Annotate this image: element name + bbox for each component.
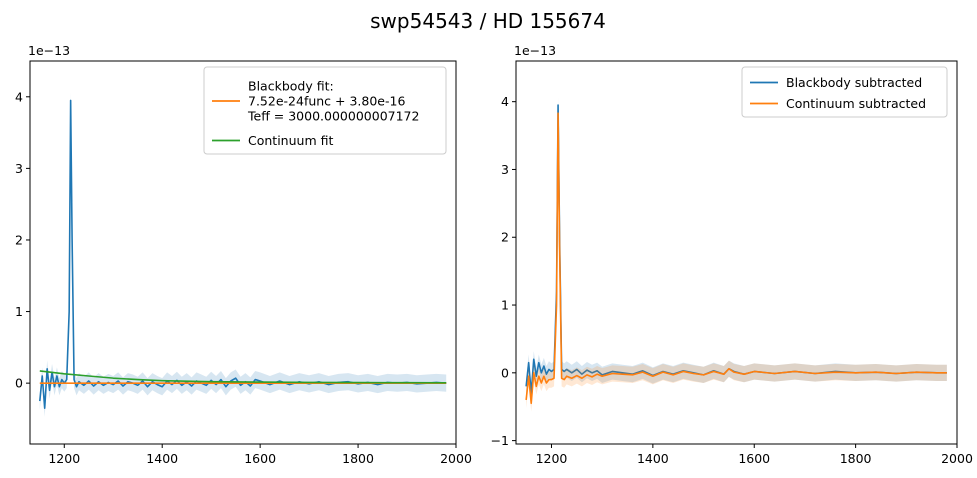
x-tick-label: 1800 [342,451,374,466]
series-uncertainty-band [39,91,447,417]
legend-label-line: Blackbody subtracted [786,75,922,90]
legend-box [741,66,948,118]
legend-label-line: 7.52e-24func + 3.80e-16 [248,94,405,109]
x-tick-label: 1200 [48,451,80,466]
x-tick-label: 2000 [440,451,472,466]
legend-label-line: Continuum fit [248,133,333,148]
plot-area [516,61,957,444]
legend-label: Blackbody subtracted [786,75,922,90]
x-tick-label: 2000 [941,451,973,466]
y-tick-label: 2 [15,232,23,247]
y-tick-label: 4 [501,94,509,109]
series-line [525,112,947,405]
y-tick-label: 0 [501,365,509,380]
legend-label-line: Teff = 3000.000000007172 [247,109,419,124]
x-tick-label: 1600 [244,451,276,466]
x-tick-label: 1400 [637,451,669,466]
y-tick-label: 3 [15,161,23,176]
legend-box [203,66,447,155]
legend-label: Blackbody fit: 7.52e-24func + 3.80e-16 Tef… [247,79,419,124]
y-tick-label: 1 [15,304,23,319]
legend-label-line: Blackbody fit: [248,79,334,94]
y-tick-label: 3 [501,162,509,177]
y-tick-label: 2 [501,230,509,245]
series-group [38,91,447,417]
x-tick-label: 1600 [738,451,770,466]
axes-frame [515,60,958,445]
y-tick-label: −1 [491,433,509,448]
legend-label-line: Continuum subtracted [786,96,926,111]
y-offset-text: 1e−13 [514,43,556,58]
x-tick-label: 1800 [840,451,872,466]
x-tick-label: 1400 [146,451,178,466]
right-subplot: 1200 1400 1600 1800 2000 −1 0 1 2 3 4 1e−13 Blackbod… [491,43,973,466]
legend-label: Continuum subtracted [786,96,926,111]
y-tick-label: 4 [15,89,23,104]
legend: Blackbody subtracted Continuum subtracted [741,66,948,118]
y-tick-label: 1 [501,298,509,313]
left-subplot: 1200 1400 1600 1800 2000 0 1 2 3 4 1e−13 Blackbody … [15,43,472,466]
series-uncertainty-band [526,105,947,412]
y-tick-label: 0 [15,376,23,391]
series-group [525,96,947,412]
axes-frame [29,60,457,445]
y-offset-text: 1e−13 [28,43,70,58]
x-tick-label: 1200 [536,451,568,466]
legend: Blackbody fit: 7.52e-24func + 3.80e-16 Tef… [203,66,447,155]
figure-title: swp54543 / HD 155674 [370,9,606,33]
legend-label: Continuum fit [248,133,333,148]
series-line [39,370,447,384]
